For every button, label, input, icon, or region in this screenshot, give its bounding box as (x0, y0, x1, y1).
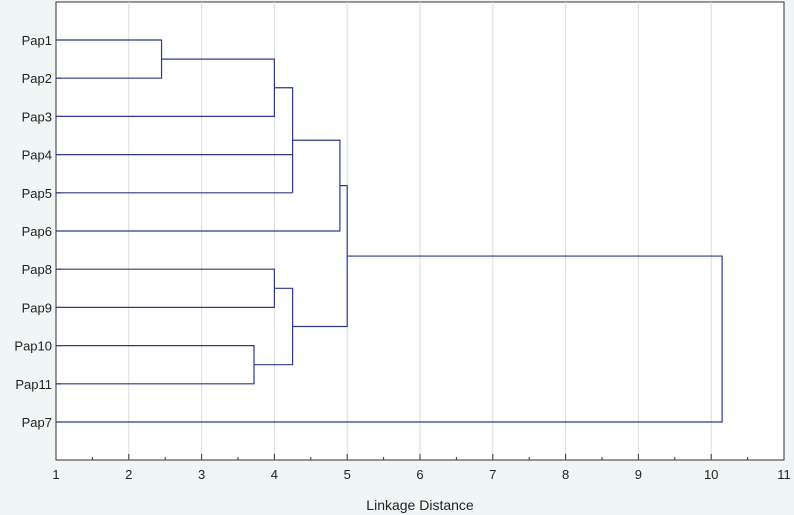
leaf-label-Pap5: Pap5 (22, 186, 52, 201)
leaf-label-Pap8: Pap8 (22, 262, 52, 277)
leaf-label-Pap11: Pap11 (15, 377, 52, 392)
leaf-label-Pap3: Pap3 (22, 109, 52, 124)
leaf-label-Pap2: Pap2 (22, 71, 52, 86)
x-tick-label-3: 3 (198, 467, 205, 482)
x-tick-label-1: 1 (52, 467, 59, 482)
x-axis-title: Linkage Distance (366, 497, 474, 513)
x-tick-label-8: 8 (562, 467, 569, 482)
leaf-label-Pap7: Pap7 (22, 415, 52, 430)
leaf-label-Pap1: Pap1 (22, 33, 52, 48)
link-merge-4 (274, 87, 294, 193)
x-axis-ticks: 1 2 3 4 5 6 7 8 9 10 11 (52, 39, 791, 482)
x-tick-label-5: 5 (344, 467, 351, 482)
link-merge-8 (56, 255, 723, 423)
leaf-label-Pap9: Pap9 (22, 300, 52, 315)
leaf-label-Pap6: Pap6 (22, 224, 52, 239)
leaf-label-Pap10: Pap10 (14, 339, 52, 354)
dendrogram-links (56, 39, 723, 423)
x-tick-label-6: 6 (416, 467, 423, 482)
x-tick-label-4: 4 (271, 467, 278, 482)
x-tick-label-2: 2 (125, 467, 132, 482)
x-tick-label-9: 9 (635, 467, 642, 482)
x-tick-label-11: 11 (777, 467, 791, 482)
leaf-labels: Pap1 Pap2 Pap3 Pap4 Pap5 Pap6 Pap8 Pap9 Pap10 Pap… (14, 33, 52, 430)
x-tick-label-10: 10 (704, 467, 718, 482)
leaf-label-Pap4: Pap4 (22, 148, 52, 163)
x-tick-label-7: 7 (489, 467, 496, 482)
